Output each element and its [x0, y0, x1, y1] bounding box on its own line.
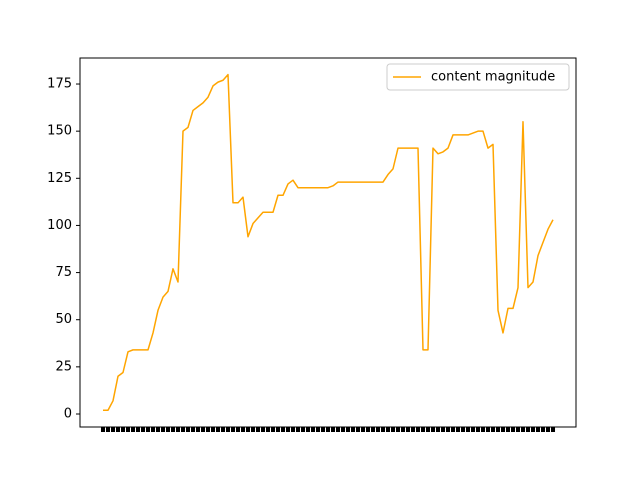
legend-label: content magnitude: [431, 70, 555, 85]
legend-box: [386, 63, 570, 91]
y-tick-label: 150: [47, 124, 72, 139]
data-line: [103, 73, 554, 411]
y-tick-label: 175: [47, 77, 72, 92]
y-tick-label: 100: [47, 218, 72, 233]
y-tick-label: 75: [55, 265, 72, 280]
y-tick-label: 25: [55, 359, 72, 374]
y-tick-label: 125: [47, 171, 72, 186]
y-tick-label: 0: [64, 406, 72, 421]
y-tick-label: 50: [55, 312, 72, 327]
